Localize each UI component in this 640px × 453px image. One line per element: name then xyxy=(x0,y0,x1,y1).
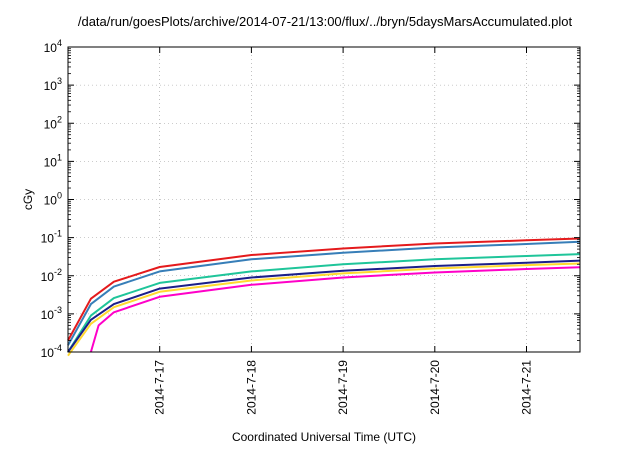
y-tick-label: 100 xyxy=(44,191,62,208)
series-line-3 xyxy=(67,253,581,353)
series-line-1 xyxy=(67,237,581,341)
y-tick-label-base: 10 xyxy=(41,270,55,284)
x-tick-label: 2014-7-20 xyxy=(428,360,442,415)
tick-layer: 10-410-310-210-11001011021031042014-7-17… xyxy=(41,38,580,415)
y-tick-label-exponent: -3 xyxy=(54,305,62,315)
y-tick-label: 104 xyxy=(44,38,62,55)
y-tick-label: 10-1 xyxy=(41,229,62,246)
y-tick-label-exponent: 4 xyxy=(57,38,62,48)
y-tick-label-exponent: -4 xyxy=(54,343,62,353)
y-tick-label: 10-4 xyxy=(41,343,62,360)
chart-title: /data/run/goesPlots/archive/2014-07-21/1… xyxy=(78,14,573,29)
y-tick-label-exponent: 2 xyxy=(57,114,62,124)
y-tick-label-base: 10 xyxy=(41,232,55,246)
y-tick-label-exponent: -2 xyxy=(54,267,62,277)
series-line-6 xyxy=(89,266,581,353)
y-tick-label-base: 10 xyxy=(44,117,58,131)
y-tick-label: 10-3 xyxy=(41,305,62,322)
x-tick-label: 2014-7-21 xyxy=(520,360,534,415)
y-axis-label: cGy xyxy=(21,189,35,210)
y-tick-label: 10-2 xyxy=(41,267,62,284)
y-tick-label: 103 xyxy=(44,76,62,93)
y-tick-label-exponent: 0 xyxy=(57,191,62,201)
y-tick-label-exponent: -1 xyxy=(54,229,62,239)
x-tick-label: 2014-7-19 xyxy=(336,360,350,415)
y-tick-label-base: 10 xyxy=(44,194,58,208)
series-line-4 xyxy=(67,259,581,353)
y-tick-label-exponent: 3 xyxy=(57,76,62,86)
y-tick-label: 102 xyxy=(44,114,62,131)
y-tick-label-base: 10 xyxy=(44,41,58,55)
y-tick-label-base: 10 xyxy=(44,155,58,169)
x-tick-label: 2014-7-18 xyxy=(244,360,258,415)
x-tick-label: 2014-7-17 xyxy=(153,360,167,415)
series-line-2 xyxy=(67,240,581,346)
series-line-5 xyxy=(67,262,581,357)
series-layer xyxy=(67,237,581,357)
y-tick-label: 101 xyxy=(44,152,62,169)
y-tick-label-exponent: 1 xyxy=(57,152,62,162)
x-axis-label: Coordinated Universal Time (UTC) xyxy=(232,430,416,444)
y-tick-label-base: 10 xyxy=(41,346,55,360)
y-tick-label-base: 10 xyxy=(41,308,55,322)
y-tick-label-base: 10 xyxy=(44,79,58,93)
